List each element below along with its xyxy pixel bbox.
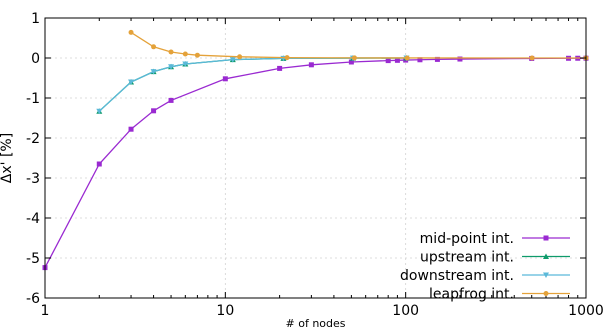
y-tick-label: 0 [31,51,40,67]
series-3 [128,29,589,61]
plot-frame [44,17,587,299]
data-point [434,56,440,62]
data-point [529,55,535,61]
y-axis-title: Δx' [%] [0,133,15,183]
data-point [128,79,135,85]
data-point [277,65,283,71]
data-point [229,57,236,63]
legend-entry: leapfrog int. [429,287,570,303]
series-1 [96,55,410,114]
legend-entry: upstream int. [420,250,570,266]
data-point [308,62,314,68]
y-tick-label: -1 [26,91,40,107]
data-point [385,58,391,64]
legend-swatch-marker [543,253,549,259]
data-point [351,55,357,61]
series-line [98,57,407,112]
legend-label: upstream int. [420,250,514,266]
x-tick-label: 100 [392,303,419,319]
legend-swatch-marker [543,291,549,296]
legend-swatch-marker [543,235,549,241]
data-point [394,57,400,63]
axis-ticks [44,17,587,299]
legend-entry: downstream int. [400,268,570,284]
y-tick-label: -6 [26,291,40,307]
data-point [128,126,134,132]
legend-label: mid-point int. [420,231,514,247]
data-point [96,161,102,167]
data-point [168,97,174,103]
x-tick-label: 1 [41,303,50,319]
legend-swatch-marker [543,272,549,278]
legend-label: downstream int. [400,268,514,284]
data-point [182,61,189,67]
x-tick-label: 1000 [568,303,604,319]
data-point [417,57,423,63]
data-point [457,56,463,62]
series-2 [96,55,410,115]
y-tick-label: -2 [26,131,40,147]
y-tick-labels: -6 -5 -4 -3 -2 -1 0 1 [26,11,40,307]
series-layer [42,29,589,271]
y-tick-label: -5 [26,251,40,267]
x-tick-labels: 1 10 100 1000 [41,303,604,319]
data-point [128,29,134,35]
data-point [182,51,188,57]
y-tick-label: -3 [26,171,40,187]
y-tick-label: 1 [31,11,40,27]
data-point [150,69,157,75]
legend-label: leapfrog int. [429,287,514,303]
data-point [151,44,157,50]
data-point [222,76,228,82]
legend-entry: mid-point int. [420,231,570,247]
x-tick-label: 10 [216,303,234,319]
grid [45,18,586,298]
series-line [98,57,407,112]
data-point [194,52,200,58]
data-point [168,49,174,55]
data-point [348,59,354,65]
legend: mid-point int. upstream int. downstream in… [400,231,570,303]
data-point [284,55,290,61]
data-point [168,64,175,70]
data-point [151,108,157,114]
data-point [96,108,103,115]
y-tick-label: -4 [26,211,40,227]
data-point [404,55,410,61]
x-axis-title: # of nodes [286,317,346,330]
data-point [237,54,243,60]
